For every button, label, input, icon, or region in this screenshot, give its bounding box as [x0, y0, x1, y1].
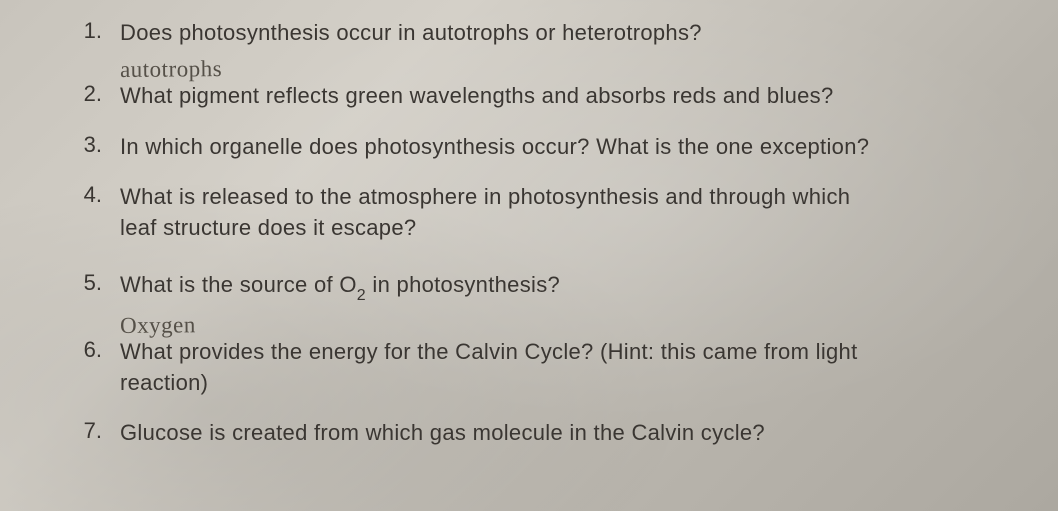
question-text: In which organelle does photosynthesis o…	[120, 132, 1028, 163]
question-text: What provides the energy for the Calvin …	[120, 337, 1028, 399]
question-text-pre: What is the source of O	[120, 272, 357, 297]
question-text: What is the source of O2 in photosynthes…	[120, 270, 1028, 305]
question-1: 1. Does photosynthesis occur in autotrop…	[80, 18, 1028, 49]
question-text-post: in photosynthesis?	[366, 272, 560, 297]
question-number: 3.	[80, 132, 120, 158]
question-text-line2: leaf structure does it escape?	[120, 215, 416, 240]
question-text: What is released to the atmosphere in ph…	[120, 182, 1028, 244]
question-text-line1: What is released to the atmosphere in ph…	[120, 184, 850, 209]
question-text-line1: What provides the energy for the Calvin …	[120, 339, 858, 364]
question-text: Glucose is created from which gas molecu…	[120, 418, 1028, 449]
handwritten-answer-5: Oxygen	[120, 305, 1028, 339]
question-text: What pigment reflects green wavelengths …	[120, 81, 1028, 112]
question-text: Does photosynthesis occur in autotrophs …	[120, 18, 1028, 49]
question-7: 7. Glucose is created from which gas mol…	[80, 418, 1028, 449]
question-5: 5. What is the source of O2 in photosynt…	[80, 270, 1028, 305]
question-3: 3. In which organelle does photosynthesi…	[80, 132, 1028, 163]
question-number: 7.	[80, 418, 120, 444]
question-number: 2.	[80, 81, 120, 107]
question-number: 4.	[80, 182, 120, 208]
question-2: 2. What pigment reflects green wavelengt…	[80, 81, 1028, 112]
subscript: 2	[357, 287, 366, 304]
question-6: 6. What provides the energy for the Calv…	[80, 337, 1028, 399]
question-number: 6.	[80, 337, 120, 363]
question-text-line2: reaction)	[120, 370, 208, 395]
question-4: 4. What is released to the atmosphere in…	[80, 182, 1028, 244]
question-number: 5.	[80, 270, 120, 296]
handwritten-answer-1: autotrophs	[120, 49, 1028, 83]
question-number: 1.	[80, 18, 120, 44]
